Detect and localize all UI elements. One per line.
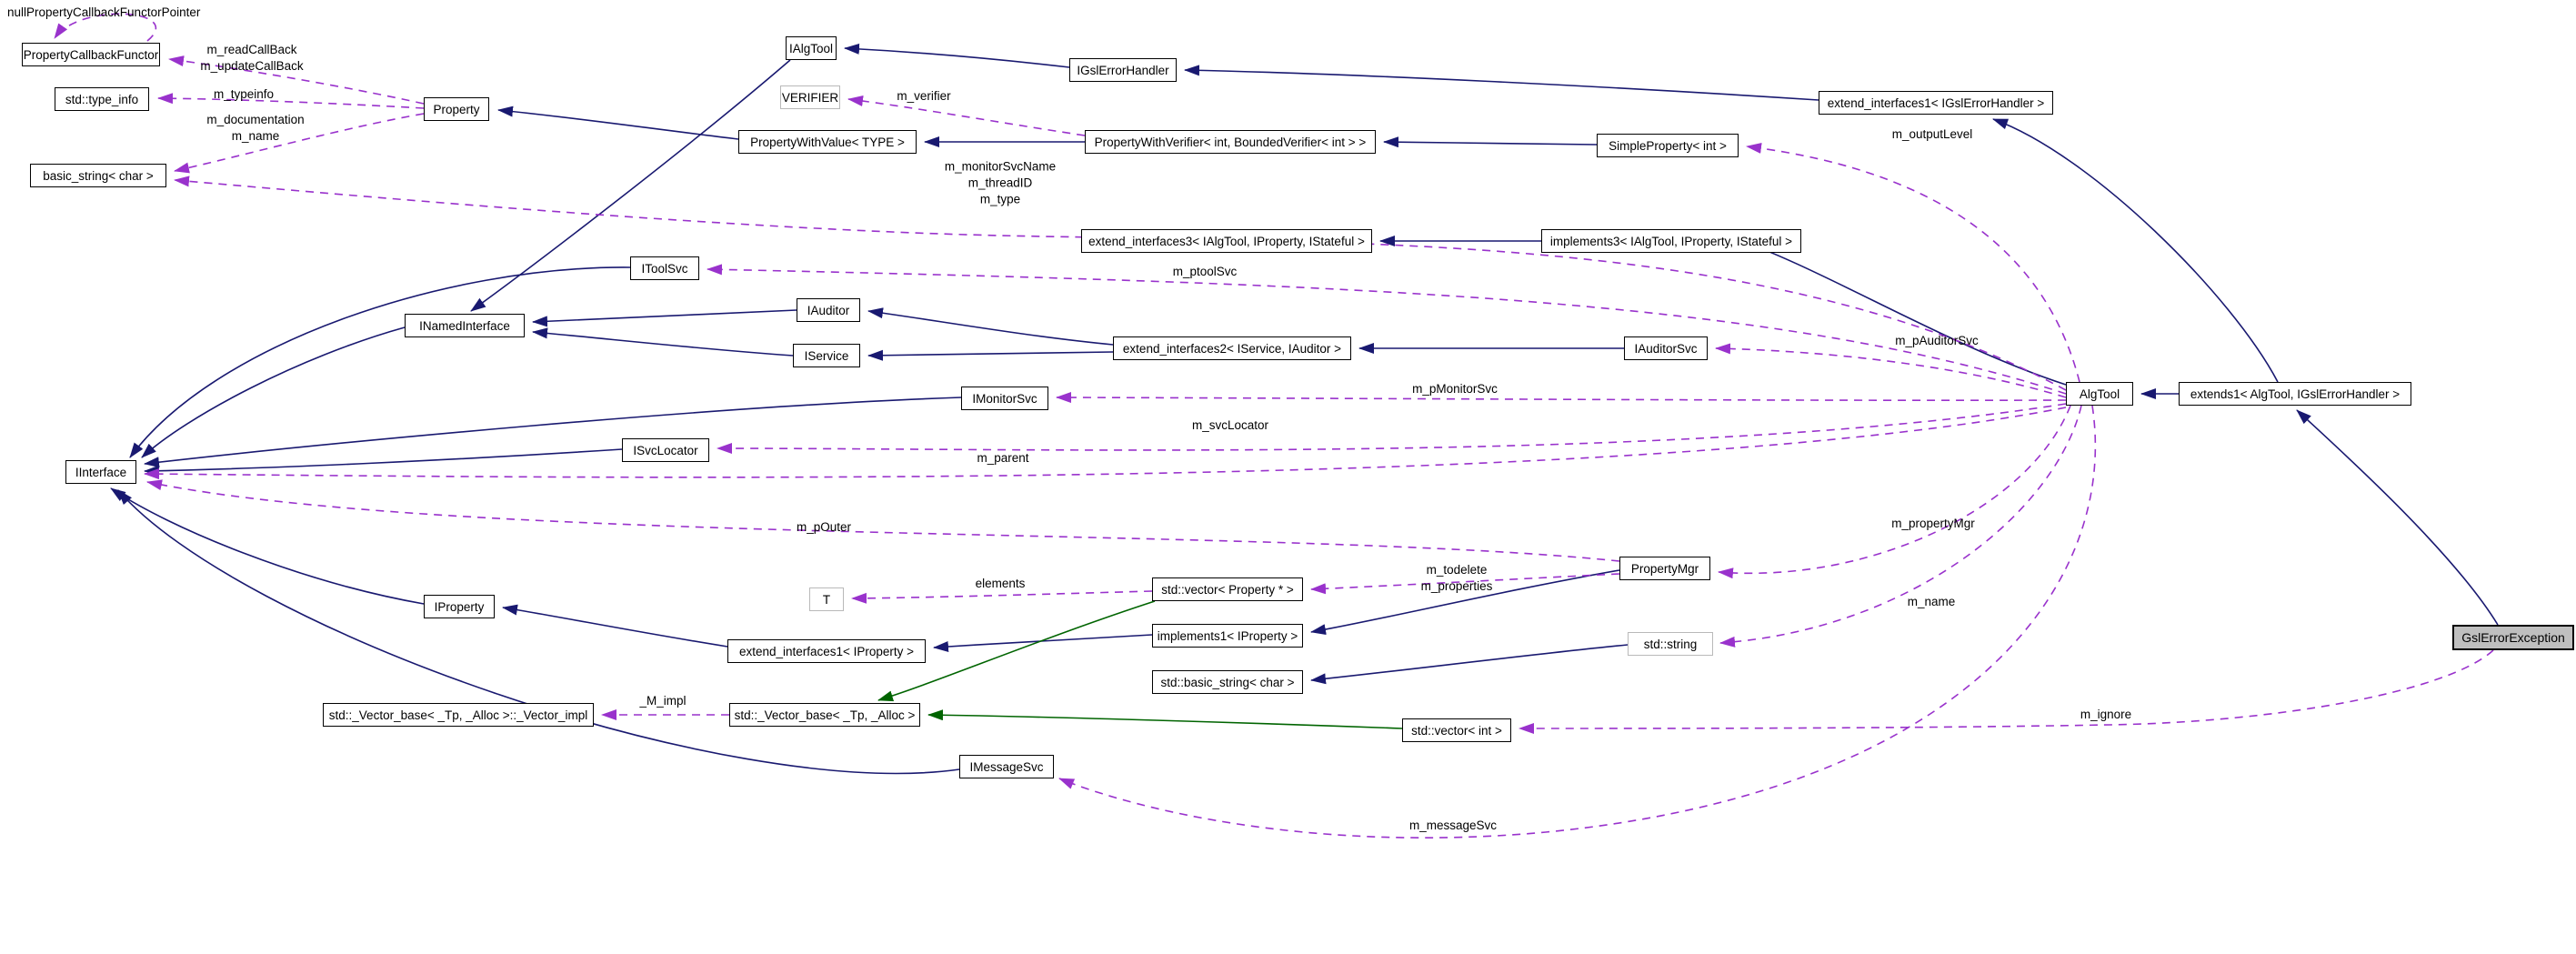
edge-extend_interfaces2-to-IService (867, 349, 1114, 361)
edge-AlgTool-to-ISvcLocator (717, 403, 2067, 455)
class-node-std-basic_string-char[interactable]: std::basic_string< char > (1152, 670, 1303, 694)
class-node-IMonitorSvc[interactable]: IMonitorSvc (961, 387, 1048, 410)
class-node-PropertyMgr[interactable]: PropertyMgr (1619, 557, 1710, 580)
edge-IGslErrorHandler-to-IAlgTool (844, 43, 1070, 68)
edge-AlgTool-to-IMonitorSvc (1056, 392, 2067, 404)
class-node-AlgTool[interactable]: AlgTool (2066, 382, 2133, 406)
edge-AlgTool-to-IAuditorSvc (1715, 343, 2067, 398)
edge-extends1-to-extend_interfaces1-IGslErrorHandler (1992, 118, 2279, 383)
edge-PropertyMgr-to-IInterface (146, 479, 1620, 562)
class-node-IMessageSvc[interactable]: IMessageSvc (959, 755, 1054, 778)
edge-extend_interfaces1-IGslErrorHandler-to-IGslErrorHandler (1184, 65, 1819, 101)
class-node-std-vector-Property[interactable]: std::vector< Property * > (1152, 577, 1303, 601)
class-node-IAuditor[interactable]: IAuditor (797, 298, 860, 322)
edge-GslErrorException-to-std-vector-int (1519, 649, 2494, 734)
class-node-INamedInterface[interactable]: INamedInterface (405, 314, 525, 337)
edge-PropertyMgr-to-implements1-IProperty (1310, 569, 1620, 636)
class-node-implements1-IProperty[interactable]: implements1< IProperty > (1152, 624, 1303, 648)
class-node-Vector_impl[interactable]: std::_Vector_base< _Tp, _Alloc >::_Vecto… (323, 703, 594, 727)
class-node-PropertyCallbackFunctor[interactable]: PropertyCallbackFunctor (22, 43, 160, 66)
edge-AlgTool-to-PropertyMgr (1718, 405, 2071, 579)
class-node-IProperty[interactable]: IProperty (424, 595, 495, 618)
edge-PropertyCallbackFunctor-to-PropertyCallbackFunctor (54, 13, 157, 42)
class-node-std-string[interactable]: std::string (1628, 632, 1713, 656)
class-node-ISvcLocator[interactable]: ISvcLocator (622, 438, 709, 462)
edge-AlgTool-to-SimpleProperty-int (1746, 143, 2080, 383)
class-node-T[interactable]: T (809, 587, 844, 611)
edge-IToolSvc-to-IInterface (129, 266, 631, 458)
edge-IService-to-INamedInterface (532, 327, 794, 356)
class-node-VERIFIER[interactable]: VERIFIER (780, 85, 840, 109)
edge-Property-to-std-type_info (157, 93, 425, 109)
edge-PropertyWithVerifier-to-VERIFIER (847, 95, 1086, 136)
edge-IAlgTool-to-INamedInterface (470, 59, 791, 312)
edge-std-vector-Property-to-Vector_base (877, 600, 1156, 702)
class-node-extend_interfaces2[interactable]: extend_interfaces2< IService, IAuditor > (1113, 336, 1351, 360)
edge-PropertyWithValue-to-Property (497, 105, 739, 140)
class-node-basic_string-char[interactable]: basic_string< char > (30, 164, 166, 187)
edge-IMonitorSvc-to-IInterface (144, 397, 962, 468)
edge-SimpleProperty-int-to-PropertyWithVerifier (1383, 136, 1598, 148)
edge-IAuditor-to-INamedInterface (532, 309, 797, 327)
edge-AlgTool-to-std-string (1719, 405, 2082, 648)
edge-AlgTool-to-implements3 (1728, 236, 2067, 386)
edge-IProperty-to-IInterface (110, 487, 425, 605)
edge-extend_interfaces1-IProperty-to-IProperty (502, 604, 728, 648)
class-node-IToolSvc[interactable]: IToolSvc (630, 256, 699, 280)
edge-IMessageSvc-to-IInterface (117, 489, 960, 775)
class-node-extend_interfaces3[interactable]: extend_interfaces3< IAlgTool, IProperty,… (1081, 229, 1372, 253)
class-node-extend_interfaces1-IProperty[interactable]: extend_interfaces1< IProperty > (727, 639, 926, 663)
edge-INamedInterface-to-IInterface (141, 326, 406, 458)
class-node-Vector_base[interactable]: std::_Vector_base< _Tp, _Alloc > (729, 703, 920, 727)
class-node-SimpleProperty-int[interactable]: SimpleProperty< int > (1597, 134, 1739, 157)
edge-extend_interfaces2-to-IAuditor (867, 307, 1114, 346)
class-node-IGslErrorHandler[interactable]: IGslErrorHandler (1069, 58, 1177, 82)
class-node-extend_interfaces1-IGslErrorHandler[interactable]: extend_interfaces1< IGslErrorHandler > (1819, 91, 2053, 115)
class-node-IInterface[interactable]: IInterface (65, 460, 136, 484)
class-node-IAlgTool[interactable]: IAlgTool (786, 36, 837, 60)
class-node-GslErrorException: GslErrorException (2452, 625, 2574, 650)
class-node-std-type_info[interactable]: std::type_info (55, 87, 149, 111)
class-node-extends1[interactable]: extends1< AlgTool, IGslErrorHandler > (2179, 382, 2411, 406)
edge-ISvcLocator-to-IInterface (144, 448, 623, 477)
class-node-implements3[interactable]: implements3< IAlgTool, IProperty, IState… (1541, 229, 1801, 253)
edge-AlgTool-to-basic_string-char (174, 176, 2067, 391)
class-node-IAuditorSvc[interactable]: IAuditorSvc (1624, 336, 1708, 360)
class-node-IService[interactable]: IService (793, 344, 860, 367)
edge-AlgTool-to-IInterface (144, 407, 2067, 480)
edge-GslErrorException-to-extends1 (2296, 409, 2499, 626)
edge-std-vector-int-to-Vector_base (927, 709, 1403, 729)
edge-Property-to-basic_string-char (174, 113, 425, 174)
edge-std-string-to-std-basic_string-char (1310, 644, 1629, 685)
class-node-PropertyWithValue[interactable]: PropertyWithValue< TYPE > (738, 130, 917, 154)
class-node-std-vector-int[interactable]: std::vector< int > (1402, 718, 1511, 742)
class-node-PropertyWithVerifier[interactable]: PropertyWithVerifier< int, BoundedVerifi… (1085, 130, 1376, 154)
class-node-Property[interactable]: Property (424, 97, 489, 121)
edge-Property-to-PropertyCallbackFunctor (168, 55, 425, 105)
edge-PropertyMgr-to-std-vector-Property (1310, 573, 1620, 595)
edge-AlgTool-to-IToolSvc (707, 264, 2067, 395)
edge-std-vector-Property-to-T (851, 590, 1153, 604)
edge-AlgTool-to-IMessageSvc (1058, 405, 2097, 839)
